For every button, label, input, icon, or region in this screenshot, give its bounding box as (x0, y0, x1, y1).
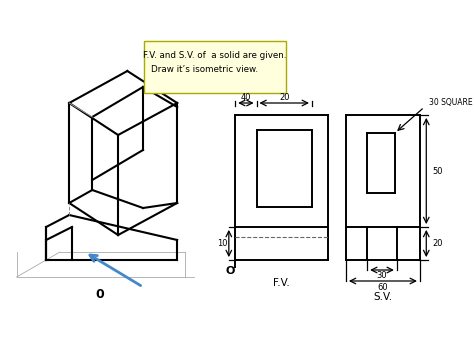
Text: 60: 60 (378, 283, 388, 291)
Text: 20: 20 (433, 240, 443, 248)
Text: S.V.: S.V. (374, 292, 392, 302)
Text: 50: 50 (433, 166, 443, 175)
Text: 40: 40 (240, 93, 251, 103)
Text: Draw it’s isometric view.: Draw it’s isometric view. (151, 66, 258, 75)
Text: O: O (226, 266, 236, 276)
Text: 10: 10 (217, 240, 228, 248)
Text: 20: 20 (279, 93, 290, 103)
Text: F.V.: F.V. (273, 278, 290, 288)
Text: 30: 30 (377, 272, 387, 280)
Text: F.V. and S.V. of  a solid are given.: F.V. and S.V. of a solid are given. (143, 51, 287, 60)
Text: 30 SQUARE: 30 SQUARE (429, 98, 473, 108)
Text: 0: 0 (95, 289, 104, 301)
FancyBboxPatch shape (144, 41, 286, 93)
